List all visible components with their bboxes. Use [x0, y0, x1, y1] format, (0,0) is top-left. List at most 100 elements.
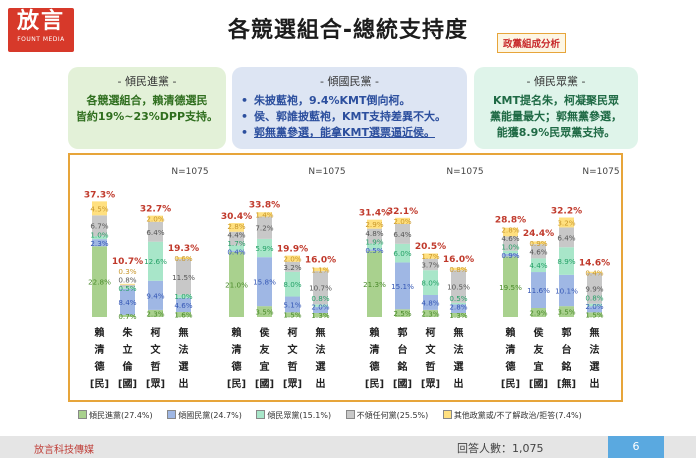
bar-segment — [92, 201, 107, 216]
data-label: 3.2% — [283, 263, 301, 272]
tpp-summary-text: KMT提名朱，柯凝聚民眾 黨能量最大；郭無黨參選， 能獲8.9%民眾黨支持。 — [474, 93, 638, 141]
candidate-name-char: 台 — [398, 343, 408, 356]
bar-segment — [257, 216, 272, 239]
candidate-name-char: 選 — [179, 360, 189, 373]
bar-segment — [559, 274, 574, 307]
bar-segment — [423, 253, 438, 259]
candidate-name-char: 侯 — [260, 326, 271, 339]
candidate-name-char: 出 — [590, 377, 600, 390]
data-label: 2.8% — [227, 222, 245, 231]
bar-segment — [395, 217, 410, 224]
total-label: 20.5% — [415, 242, 446, 252]
candidate-name-char: 柯 — [288, 326, 298, 339]
total-label: 30.4% — [221, 212, 252, 222]
data-label: 0.8% — [118, 276, 136, 285]
data-label: 3.5% — [255, 308, 273, 317]
candidate-name-char: 立 — [123, 343, 133, 356]
bar-segment — [120, 287, 135, 289]
candidate-name-char: 侯 — [534, 326, 545, 339]
bar-segment — [148, 280, 163, 310]
footer-respondents: 回答人數：1,075 — [457, 442, 544, 455]
candidate-name-char: 無 — [316, 326, 326, 339]
legend-swatch-dpp — [78, 410, 87, 419]
bar-segment — [395, 243, 410, 263]
bar-segment — [229, 223, 244, 232]
data-label: 2.0% — [283, 254, 301, 263]
data-label: 10.5% — [447, 282, 470, 291]
bar-segment — [285, 261, 300, 272]
data-label: 4.6% — [501, 234, 519, 243]
bar-segment — [285, 271, 300, 297]
candidate-name-char: [民] — [501, 378, 520, 390]
data-label: 3.5% — [557, 308, 575, 317]
bar-segment — [503, 250, 518, 254]
total-label: 32.1% — [387, 207, 418, 217]
data-label: 11.5% — [172, 273, 195, 282]
data-label: 0.9% — [501, 251, 519, 260]
bar-segment — [531, 241, 546, 245]
bar-segment — [176, 259, 191, 295]
data-label: 2.0% — [393, 217, 411, 226]
data-label: 21.3% — [363, 280, 386, 289]
bar-segment — [120, 284, 135, 288]
candidate-name-char: [民] — [227, 378, 246, 390]
data-label: 1.7% — [421, 252, 439, 261]
data-label: 0.9% — [529, 239, 547, 248]
bar-segment — [395, 309, 410, 317]
data-label: 21.0% — [225, 280, 248, 289]
bar-segment — [285, 255, 300, 262]
legend-label-other: 其他政黨或/不了解政治/拒答(7.4%) — [453, 411, 582, 420]
data-label: 0.5% — [118, 284, 136, 293]
analysis-tag: 政黨組成分析 — [497, 33, 567, 53]
data-label: 10.7% — [309, 284, 332, 293]
data-label: 4.5% — [90, 204, 108, 213]
candidate-name-char: [眾] — [283, 378, 302, 390]
data-label: 15.1% — [391, 282, 414, 291]
bar-segment — [423, 294, 438, 310]
bar-segment — [285, 296, 300, 313]
data-label: 8.4% — [118, 298, 136, 307]
bar-segment — [503, 236, 518, 251]
candidate-name-char: 選 — [316, 360, 326, 373]
bar-segment — [451, 312, 466, 317]
total-label: 37.3% — [84, 190, 115, 200]
total-label: 33.8% — [249, 200, 280, 210]
kmt-line-2: 侯、郭誰披藍袍，KMT支持差異不大。 — [241, 109, 467, 125]
data-label: 5.9% — [255, 244, 273, 253]
bar-segment — [395, 224, 410, 244]
bar-segment — [229, 245, 244, 251]
candidate-name-char: 德 — [94, 360, 105, 373]
data-label: 2.3% — [90, 239, 108, 248]
data-label: 1.0% — [174, 292, 192, 301]
dpp-summary-text: 各競選組合，賴清德選民 皆約19%~23%DPP支持。 — [68, 93, 226, 125]
bar-segment — [229, 251, 244, 317]
data-label: 9.4% — [146, 291, 164, 300]
data-label: 0.7% — [118, 312, 136, 321]
candidate-name-char: 賴 — [505, 326, 516, 339]
bar-segment — [257, 238, 272, 258]
tpp-summary-box: - 傾民眾黨 - KMT提名朱，柯凝聚民眾 黨能量最大；郭無黨參選， 能獲8.9… — [474, 67, 638, 149]
footer-company: 放言科技傳媒 — [34, 445, 94, 456]
bar-segment — [92, 236, 107, 240]
candidate-name-char: 哲 — [151, 360, 161, 373]
bar-segment — [451, 302, 466, 305]
data-label: 4.6% — [529, 247, 547, 256]
candidate-name-char: 賴 — [369, 326, 380, 339]
bar-segment — [148, 221, 163, 242]
bar-segment — [176, 297, 191, 313]
bar-segment — [148, 241, 163, 281]
chart-legend: 傾民進黨(27.4%) 傾國民黨(24.7%) 傾民眾黨(15.1%) 不傾任何… — [78, 410, 594, 421]
data-label: 15.8% — [253, 278, 276, 287]
data-label: 11.6% — [527, 286, 550, 295]
data-label: 2.8% — [449, 302, 467, 311]
candidate-name-char: 選 — [454, 360, 464, 373]
data-label: 0.8% — [585, 294, 603, 303]
data-label: 6.0% — [393, 249, 411, 258]
data-label: 0.4% — [227, 247, 245, 256]
candidate-name-char: 台 — [562, 343, 572, 356]
n-label: N=1075 — [582, 167, 619, 177]
candidate-name-char: 清 — [95, 343, 105, 356]
bar-segment — [367, 219, 382, 229]
legend-item-tpp: 傾民眾黨(15.1%) — [256, 410, 332, 420]
legend-label-tpp: 傾民眾黨(15.1%) — [267, 411, 332, 420]
